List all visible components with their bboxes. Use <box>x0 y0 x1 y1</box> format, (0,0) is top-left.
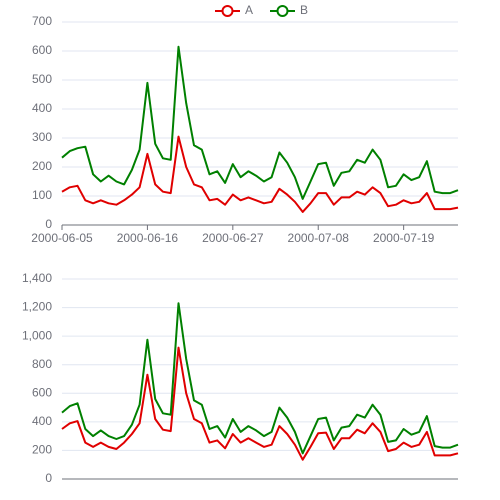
y-tick-label: 500 <box>32 72 52 86</box>
x-tick-label: 2000-06-27 <box>202 231 264 245</box>
line-series <box>61 45 459 200</box>
legend-label: A <box>245 3 253 17</box>
line-series <box>61 346 459 461</box>
y-tick-label: 1,000 <box>22 328 52 342</box>
x-tick-label: 2000-06-05 <box>31 231 93 245</box>
y-tick-label: 100 <box>32 188 52 202</box>
y-tick-label: 0 <box>45 471 52 485</box>
y-tick-label: 200 <box>32 159 52 173</box>
y-tick-label: 400 <box>32 101 52 115</box>
y-tick-label: 700 <box>32 14 52 28</box>
y-tick-label: 0 <box>45 217 52 231</box>
y-tick-label: 1,200 <box>22 300 52 314</box>
legend-label: B <box>300 3 308 17</box>
y-tick-label: 600 <box>32 385 52 399</box>
y-tick-label: 200 <box>32 443 52 457</box>
y-tick-label: 400 <box>32 414 52 428</box>
x-tick-label: 2000-06-16 <box>117 231 179 245</box>
y-tick-label: 300 <box>32 130 52 144</box>
x-tick-label: 2000-07-19 <box>373 231 435 245</box>
y-tick-label: 600 <box>32 43 52 57</box>
line-series <box>61 135 459 213</box>
legend-icon <box>276 5 289 17</box>
legend-icon <box>221 5 234 17</box>
y-tick-label: 1,400 <box>22 271 52 285</box>
line-series <box>61 302 459 455</box>
x-tick-label: 2000-07-08 <box>288 231 350 245</box>
y-tick-label: 800 <box>32 357 52 371</box>
